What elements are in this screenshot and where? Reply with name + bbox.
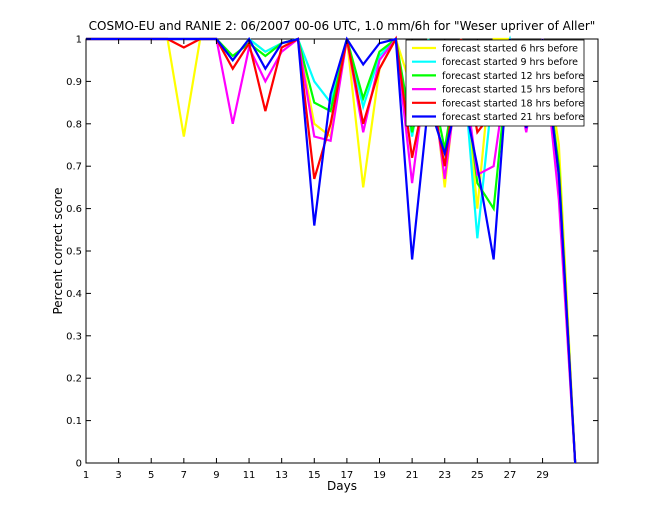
legend-label-6: forecast started 21 hrs before <box>442 112 584 123</box>
y-tick-label: 0.6 <box>66 204 82 215</box>
y-tick-label: 0.1 <box>66 416 82 427</box>
x-tick-label: 21 <box>406 470 419 481</box>
ticks-layer: 1 3 5 7 9 11 13 15 17 19 21 23 25 27 2900.10.20.30.40.… <box>66 35 598 481</box>
x-tick-label: 11 <box>243 470 256 481</box>
y-tick-label: 0.2 <box>66 374 82 385</box>
x-tick-label: 25 <box>471 470 484 481</box>
x-axis-label: Days <box>327 479 357 493</box>
x-tick-label: 27 <box>504 470 517 481</box>
y-tick-label: 0.8 <box>66 119 82 130</box>
legend-label-2: forecast started 9 hrs before <box>442 57 578 68</box>
x-tick-label: 19 <box>373 470 386 481</box>
chart-title: COSMO-EU and RANIE 2: 06/2007 00-06 UTC,… <box>89 19 596 33</box>
legend-label-5: forecast started 18 hrs before <box>442 98 584 109</box>
x-tick-label: 13 <box>275 470 288 481</box>
x-tick-label: 5 <box>148 470 154 481</box>
legend-label-3: forecast started 12 hrs before <box>442 71 584 82</box>
x-tick-label: 7 <box>181 470 187 481</box>
x-tick-label: 3 <box>115 470 121 481</box>
y-tick-label: 0.3 <box>66 331 82 342</box>
x-tick-label: 9 <box>213 470 219 481</box>
x-tick-label: 29 <box>536 470 549 481</box>
y-axis-label: Percent correct score <box>51 187 65 314</box>
x-tick-label: 23 <box>438 470 451 481</box>
x-tick-label: 17 <box>341 470 354 481</box>
legend-label-4: forecast started 15 hrs before <box>442 85 584 96</box>
legend-box <box>405 39 585 127</box>
y-tick-label: 0.9 <box>66 77 82 88</box>
y-tick-label: 0 <box>76 459 82 470</box>
y-tick-label: 1 <box>76 35 82 46</box>
y-tick-label: 0.5 <box>66 247 82 258</box>
y-tick-label: 0.7 <box>66 162 82 173</box>
y-tick-label: 0.4 <box>66 289 82 300</box>
series-line-6 <box>86 36 577 464</box>
legend-label-1: forecast started 6 hrs before <box>442 44 578 55</box>
x-tick-label: 1 <box>83 470 89 481</box>
x-tick-label: 15 <box>308 470 321 481</box>
legend: forecast started 6 hrs before forecast st… <box>405 39 585 127</box>
legend-entries: forecast started 6 hrs before forecast st… <box>412 44 584 123</box>
